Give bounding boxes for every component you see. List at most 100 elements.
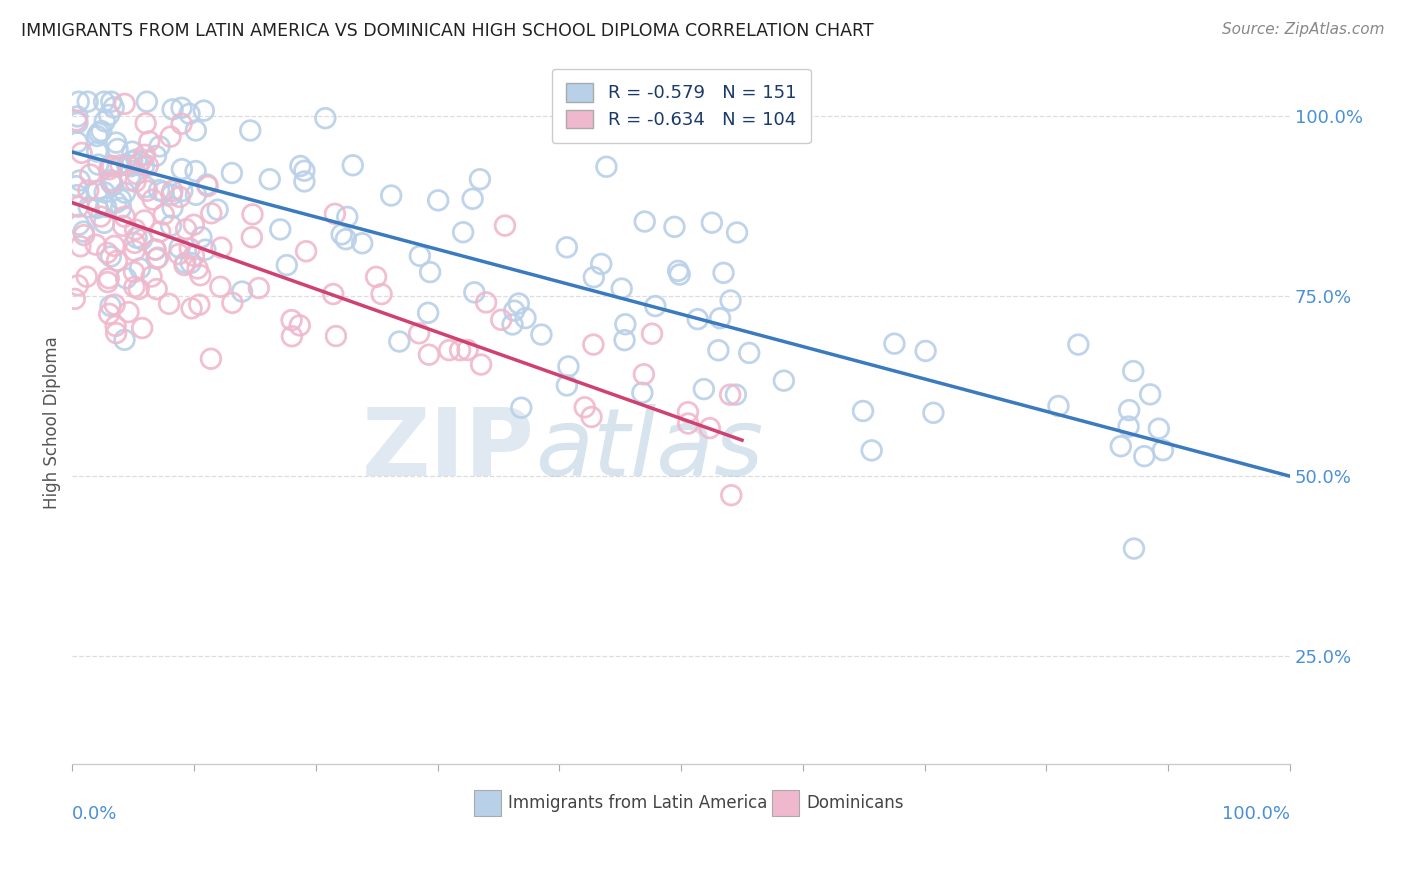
Point	[352, 236, 374, 251]
Point	[281, 329, 304, 343]
Point	[90, 124, 112, 138]
Point	[93, 216, 115, 230]
Point	[322, 287, 344, 301]
Point	[231, 285, 253, 299]
Point	[138, 135, 160, 149]
Point	[419, 265, 441, 279]
Point	[97, 275, 120, 289]
Point	[110, 158, 132, 172]
Point	[187, 261, 209, 276]
Point	[451, 225, 474, 239]
Point	[86, 129, 108, 144]
Point	[269, 222, 291, 236]
Point	[388, 334, 411, 349]
Point	[193, 103, 215, 118]
Point	[101, 178, 124, 193]
Point	[772, 374, 794, 388]
Point	[121, 154, 143, 169]
Point	[70, 145, 93, 160]
Point	[105, 195, 128, 210]
Point	[105, 326, 128, 340]
Point	[508, 296, 530, 310]
Point	[852, 404, 875, 418]
Text: atlas: atlas	[536, 404, 763, 495]
Point	[120, 159, 142, 173]
Point	[170, 101, 193, 115]
Point	[84, 237, 107, 252]
Point	[76, 269, 98, 284]
Point	[581, 409, 603, 424]
Point	[145, 252, 167, 266]
Point	[148, 183, 170, 197]
Point	[323, 207, 346, 221]
Point	[676, 405, 699, 419]
Point	[86, 145, 108, 159]
Point	[914, 343, 936, 358]
Point	[197, 179, 219, 194]
Point	[162, 201, 184, 215]
Point	[510, 401, 533, 415]
Point	[408, 326, 430, 341]
Point	[97, 271, 120, 285]
Point	[135, 116, 157, 130]
Point	[718, 387, 741, 401]
Point	[195, 178, 218, 192]
Point	[461, 192, 484, 206]
Point	[110, 201, 132, 215]
Point	[73, 228, 96, 243]
Point	[641, 326, 664, 341]
Point	[713, 266, 735, 280]
Point	[100, 175, 122, 189]
Point	[707, 343, 730, 358]
Point	[709, 311, 731, 326]
Point	[720, 488, 742, 502]
Point	[610, 282, 633, 296]
Point	[67, 200, 90, 214]
Point	[221, 166, 243, 180]
Point	[173, 258, 195, 272]
Point	[295, 244, 318, 259]
Point	[146, 251, 169, 265]
Point	[668, 268, 690, 282]
Point	[79, 168, 101, 182]
Point	[107, 142, 129, 156]
Point	[725, 226, 748, 240]
Point	[614, 317, 637, 331]
Point	[644, 299, 666, 313]
Point	[159, 129, 181, 144]
Point	[342, 158, 364, 172]
Point	[370, 287, 392, 301]
Text: ZIP: ZIP	[363, 403, 536, 496]
Point	[86, 201, 108, 215]
Point	[77, 183, 100, 197]
Point	[125, 153, 148, 167]
Text: Dominicans: Dominicans	[807, 794, 904, 812]
Point	[676, 417, 699, 431]
Point	[475, 295, 498, 310]
Point	[699, 421, 721, 435]
Point	[129, 261, 152, 276]
Point	[141, 269, 163, 284]
Point	[98, 307, 121, 321]
Point	[418, 348, 440, 362]
Point	[693, 382, 716, 396]
Point	[67, 95, 90, 109]
Point	[470, 358, 492, 372]
Point	[66, 116, 89, 130]
Point	[207, 202, 229, 217]
Point	[65, 179, 87, 194]
Point	[90, 210, 112, 224]
Point	[87, 126, 110, 140]
Point	[720, 293, 742, 308]
Point	[1118, 403, 1140, 417]
Text: Source: ZipAtlas.com: Source: ZipAtlas.com	[1222, 22, 1385, 37]
Point	[131, 321, 153, 335]
Point	[98, 108, 121, 122]
Point	[114, 96, 136, 111]
Point	[77, 200, 100, 214]
Point	[200, 206, 222, 220]
Point	[183, 218, 205, 232]
Point	[336, 210, 359, 224]
Point	[132, 159, 155, 173]
Point	[100, 299, 122, 313]
